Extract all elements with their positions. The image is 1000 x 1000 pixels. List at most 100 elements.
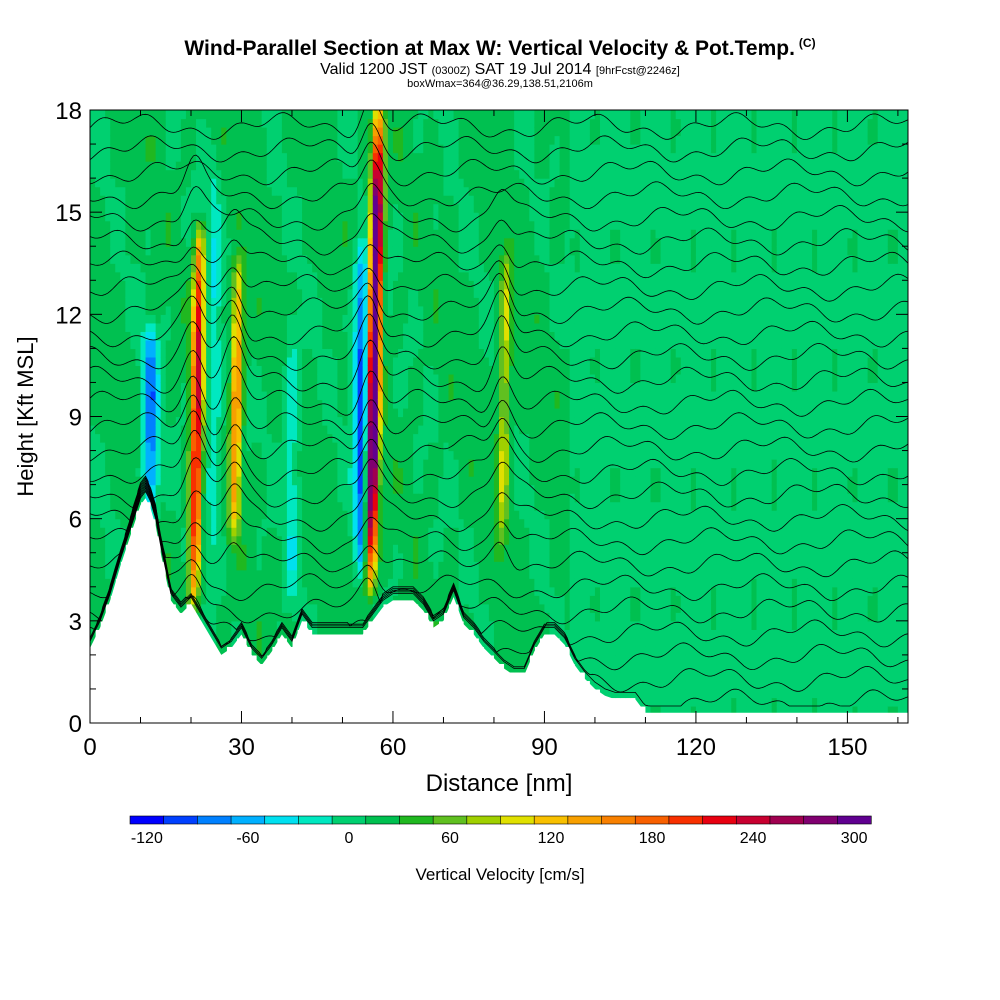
velocity-cell	[443, 195, 450, 205]
velocity-cell	[135, 407, 142, 418]
velocity-cell	[281, 390, 288, 401]
velocity-cell	[322, 544, 328, 554]
velocity-cell	[428, 118, 434, 128]
velocity-cell	[433, 552, 440, 562]
velocity-cell	[155, 263, 162, 273]
velocity-cell	[165, 484, 172, 494]
velocity-cell	[226, 561, 232, 571]
velocity-cell	[206, 220, 212, 230]
velocity-cell	[201, 220, 207, 230]
velocity-cell	[367, 297, 374, 307]
velocity-cell	[175, 322, 182, 332]
velocity-cell	[286, 195, 293, 205]
velocity-cell	[281, 254, 288, 264]
velocity-cell	[302, 161, 308, 171]
velocity-cell	[125, 356, 131, 367]
velocity-cell	[201, 127, 207, 137]
velocity-cell	[342, 118, 349, 128]
velocity-cell	[377, 144, 384, 154]
velocity-cell	[488, 399, 495, 409]
velocity-cell	[468, 493, 475, 503]
velocity-cell	[266, 433, 273, 443]
velocity-cell	[443, 220, 450, 230]
velocity-cell	[347, 152, 354, 162]
velocity-cell	[392, 212, 399, 222]
velocity-cell	[90, 339, 96, 349]
velocity-cell	[367, 561, 374, 571]
velocity-cell	[100, 220, 106, 230]
velocity-cell	[372, 595, 379, 605]
velocity-cell	[443, 450, 450, 460]
velocity-cell	[438, 254, 445, 264]
velocity-cell	[246, 467, 253, 477]
velocity-cell	[342, 169, 349, 179]
velocity-cell	[337, 339, 344, 349]
velocity-cell	[241, 305, 248, 315]
velocity-cell	[357, 476, 364, 486]
velocity-cell	[190, 305, 197, 315]
velocity-cell	[327, 280, 333, 290]
velocity-cell	[499, 561, 505, 571]
velocity-cell	[382, 322, 389, 332]
velocity-cell	[206, 339, 212, 349]
velocity-cell	[317, 118, 323, 128]
velocity-cell	[291, 544, 298, 554]
velocity-cell	[155, 450, 162, 460]
velocity-cell	[221, 382, 227, 392]
velocity-cell	[180, 450, 187, 460]
velocity-cell	[453, 254, 460, 264]
velocity-cell	[281, 552, 288, 562]
velocity-cell	[226, 220, 232, 230]
velocity-cell	[357, 135, 364, 145]
velocity-cell	[196, 459, 202, 469]
velocity-cell	[413, 459, 419, 469]
velocity-cell	[226, 459, 232, 469]
velocity-cell	[463, 144, 470, 154]
velocity-cell	[317, 459, 323, 469]
velocity-cell	[150, 425, 157, 435]
velocity-cell	[509, 663, 515, 673]
velocity-cell	[362, 178, 369, 188]
velocity-cell	[291, 399, 298, 409]
velocity-cell	[372, 212, 379, 222]
velocity-cell	[327, 578, 333, 588]
velocity-cell	[241, 603, 248, 613]
velocity-cell	[352, 407, 359, 418]
velocity-cell	[312, 339, 318, 349]
velocity-cell	[211, 322, 217, 332]
velocity-cell	[332, 620, 339, 630]
velocity-cell	[392, 561, 399, 571]
velocity-cell	[342, 331, 349, 341]
velocity-cell	[367, 578, 374, 588]
velocity-cell	[382, 110, 389, 120]
velocity-cell	[110, 195, 116, 205]
velocity-cell	[165, 425, 172, 435]
velocity-cell	[281, 578, 288, 588]
velocity-cell	[312, 433, 318, 443]
velocity-cell	[493, 331, 500, 341]
velocity-cell	[367, 229, 374, 239]
velocity-cell	[281, 501, 288, 511]
velocity-cell	[438, 390, 445, 401]
velocity-cell	[342, 442, 349, 452]
velocity-cell	[342, 305, 349, 315]
velocity-cell	[493, 518, 500, 528]
velocity-cell	[418, 561, 424, 571]
velocity-cell	[387, 195, 394, 205]
velocity-cell	[317, 254, 323, 264]
velocity-cell	[327, 527, 333, 537]
velocity-cell	[297, 569, 303, 579]
velocity-cell	[362, 620, 369, 630]
velocity-cell	[372, 476, 379, 486]
velocity-cell	[236, 450, 243, 460]
velocity-cell	[170, 373, 177, 384]
velocity-cell	[478, 263, 485, 273]
velocity-cell	[246, 339, 253, 349]
velocity-cell	[256, 220, 263, 230]
velocity-cell	[95, 365, 101, 375]
velocity-cell	[246, 450, 253, 460]
velocity-cell	[453, 280, 460, 290]
velocity-cell	[271, 501, 278, 511]
velocity-cell	[433, 212, 440, 222]
velocity-cell	[175, 356, 182, 367]
